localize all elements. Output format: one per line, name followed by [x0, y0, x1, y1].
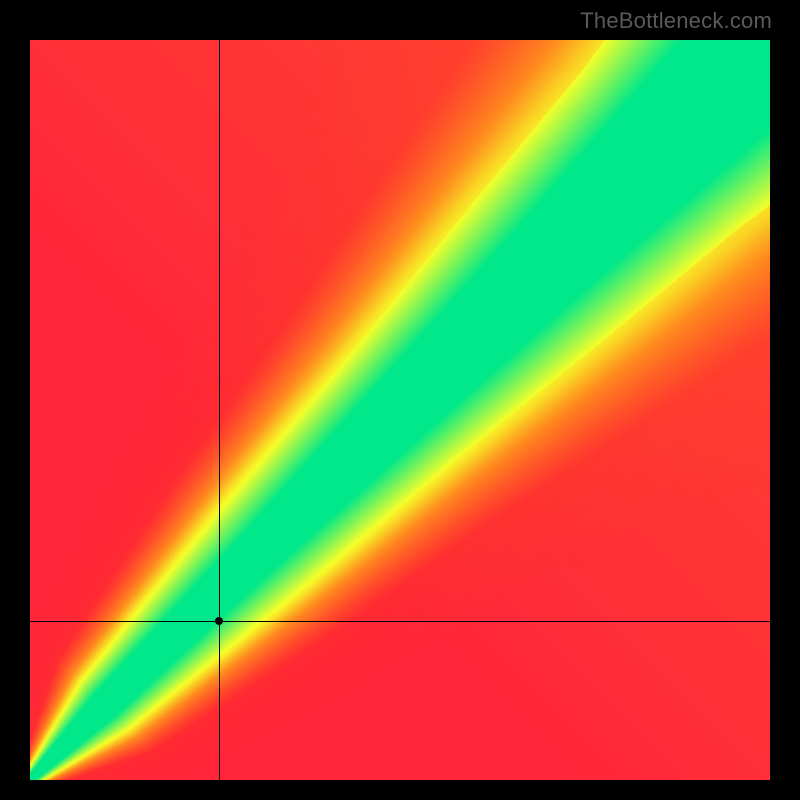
chart-frame: TheBottleneck.com — [0, 0, 800, 800]
heatmap-canvas — [30, 40, 770, 780]
heatmap-plot — [30, 40, 770, 780]
watermark-text: TheBottleneck.com — [580, 8, 772, 34]
